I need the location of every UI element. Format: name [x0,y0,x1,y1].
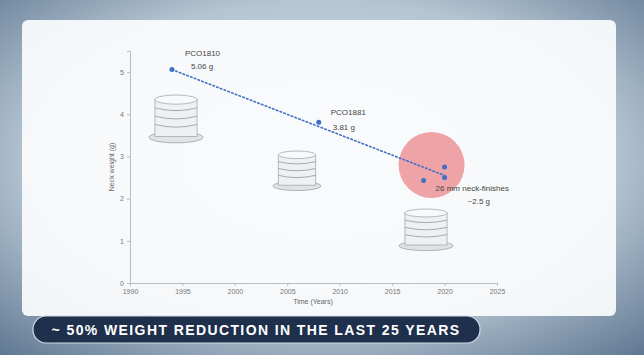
x-tick-label: 2005 [280,288,296,295]
y-tick-mark [127,199,130,200]
x-tick-label: 2020 [437,288,453,295]
neck-rim [278,151,315,159]
x-tick: 2005 [280,283,296,295]
y-axis-title: Neck weight (g) [108,143,116,192]
annotation: 26 mm neck-finishes [436,184,509,193]
neck-rim [155,95,197,104]
annotation: PCO1810 [185,49,221,58]
neck-thread [155,116,197,119]
chart-svg: 1990 1995 2000 2005 2010 2015 2020 2025 0 1 2 3 4 5 Ti… [0,0,644,355]
x-tick: 2020 [437,283,453,295]
annotation: 5.06 g [191,62,213,71]
y-tick: 3 [120,153,130,160]
y-tick-label: 4 [120,111,124,118]
annotation: PCO1881 [331,108,367,117]
trend-line [172,70,445,176]
x-tick-label: 2010 [332,288,348,295]
data-point [421,178,426,183]
neck-thread [405,227,447,229]
y-tick-label: 1 [120,238,124,245]
x-tick: 2000 [228,283,244,295]
panel [22,20,616,316]
x-tick-label: 2000 [228,288,244,295]
x-tick-label: 2025 [490,288,506,295]
neck-thread [155,124,197,127]
x-tick: 2010 [332,283,348,295]
x-tick: 1995 [175,283,191,295]
x-tick-mark [287,283,288,286]
neck-illustration [149,95,203,143]
y-tick-mark [127,283,130,284]
y-tick-mark [127,72,130,73]
neck-thread [278,162,315,164]
x-axis-line [131,284,498,287]
background [0,0,644,355]
neck-thread [405,235,447,237]
y-tick-label: 3 [120,153,124,160]
banner: ~ 50% WEIGHT REDUCTION IN THE LAST 25 YE… [33,316,480,343]
y-tick-mark [127,156,130,157]
data-point [442,165,447,170]
x-tick: 1990 [123,283,139,295]
x-tick-label: 1990 [123,288,139,295]
y-tick: 2 [120,195,130,202]
y-tick: 1 [120,238,130,245]
x-axis-title: Time (Years) [293,298,333,306]
annotation: 3.81 g [333,123,355,132]
y-tick-mark [127,114,130,115]
x-tick-label: 2015 [385,288,401,295]
y-tick-mark [127,241,130,242]
x-tick: 2015 [385,283,401,295]
banner-text: ~ 50% WEIGHT REDUCTION IN THE LAST 25 YE… [52,322,461,338]
neck-rim [405,209,447,217]
y-tick-label: 0 [120,280,124,287]
y-tick: 4 [120,111,130,118]
neck-body [405,213,447,245]
data-point [316,120,321,125]
y-tick: 5 [120,69,130,76]
neck-thread [278,175,315,177]
y-axis: 0 1 2 3 4 5 [120,52,130,287]
y-tick: 0 [120,280,130,287]
x-tick-mark [497,283,498,286]
data-point [442,175,447,180]
x-tick-mark [235,283,236,286]
x-tick-mark [182,283,183,286]
neck-illustration [399,209,453,251]
x-tick-mark [392,283,393,286]
y-tick-label: 2 [120,195,124,202]
neck-thread [155,108,197,111]
annotation: ~2.5 g [468,197,490,206]
y-axis-line [127,52,131,284]
neck-body [278,155,315,185]
plot-marks [169,67,447,183]
y-tick-label: 5 [120,69,124,76]
x-tick-mark [445,283,446,286]
neck-thread [405,220,447,222]
neck-illustration [273,151,321,191]
x-tick-label: 1995 [175,288,191,295]
x-axis: 1990 1995 2000 2005 2010 2015 2020 2025 [123,283,506,295]
banner-box [33,316,480,343]
data-point [169,67,174,72]
x-tick: 2025 [490,283,506,295]
x-tick-mark [340,283,341,286]
neck-thread [278,168,315,170]
neck-body [155,100,197,137]
